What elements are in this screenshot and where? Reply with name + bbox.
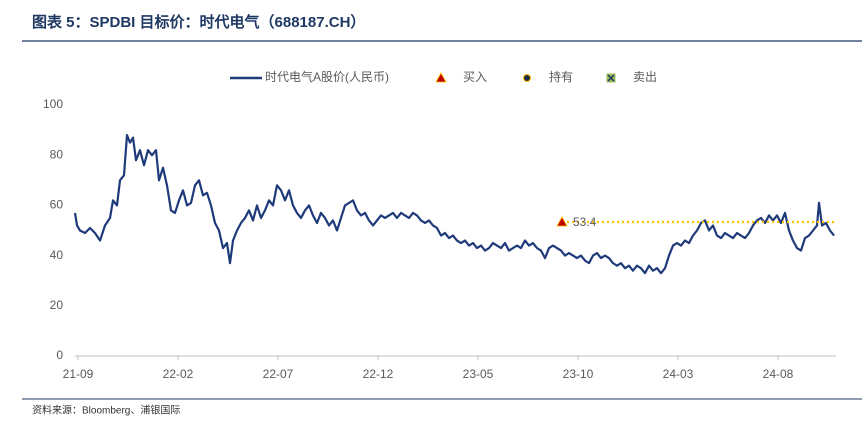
x-tick-label: 21-09 bbox=[63, 367, 94, 381]
x-tick-label: 23-10 bbox=[563, 367, 594, 381]
marker-label: 53.4 bbox=[573, 215, 597, 229]
x-tick-label: 22-12 bbox=[363, 367, 394, 381]
y-tick-label: 40 bbox=[50, 248, 64, 262]
legend-symbol bbox=[435, 72, 447, 83]
legend-label: 持有 bbox=[549, 69, 573, 84]
legend-symbol bbox=[523, 74, 531, 82]
chart-title: 图表 5：SPDBI 目标价：时代电气（688187.CH） bbox=[32, 13, 365, 31]
legend-label: 时代电气A股价(人民币) bbox=[265, 69, 389, 84]
x-tick-label: 22-07 bbox=[263, 367, 294, 381]
source-note: 资料来源：Bloomberg、浦银国际 bbox=[32, 404, 180, 417]
price-line bbox=[73, 134, 835, 275]
marker bbox=[556, 216, 568, 227]
legend-label: 买入 bbox=[463, 70, 487, 84]
legend-symbol-cross bbox=[607, 74, 615, 82]
y-tick-label: 20 bbox=[50, 298, 64, 312]
y-tick-label: 100 bbox=[43, 97, 63, 111]
y-tick-label: 60 bbox=[50, 198, 64, 212]
y-tick-label: 0 bbox=[56, 348, 63, 362]
x-tick-label: 24-03 bbox=[663, 367, 694, 381]
x-tick-label: 24-08 bbox=[763, 367, 794, 381]
x-tick-label: 23-05 bbox=[463, 367, 494, 381]
x-tick-label: 22-02 bbox=[163, 367, 194, 381]
y-tick-label: 80 bbox=[50, 147, 64, 161]
legend-label: 卖出 bbox=[633, 70, 657, 84]
